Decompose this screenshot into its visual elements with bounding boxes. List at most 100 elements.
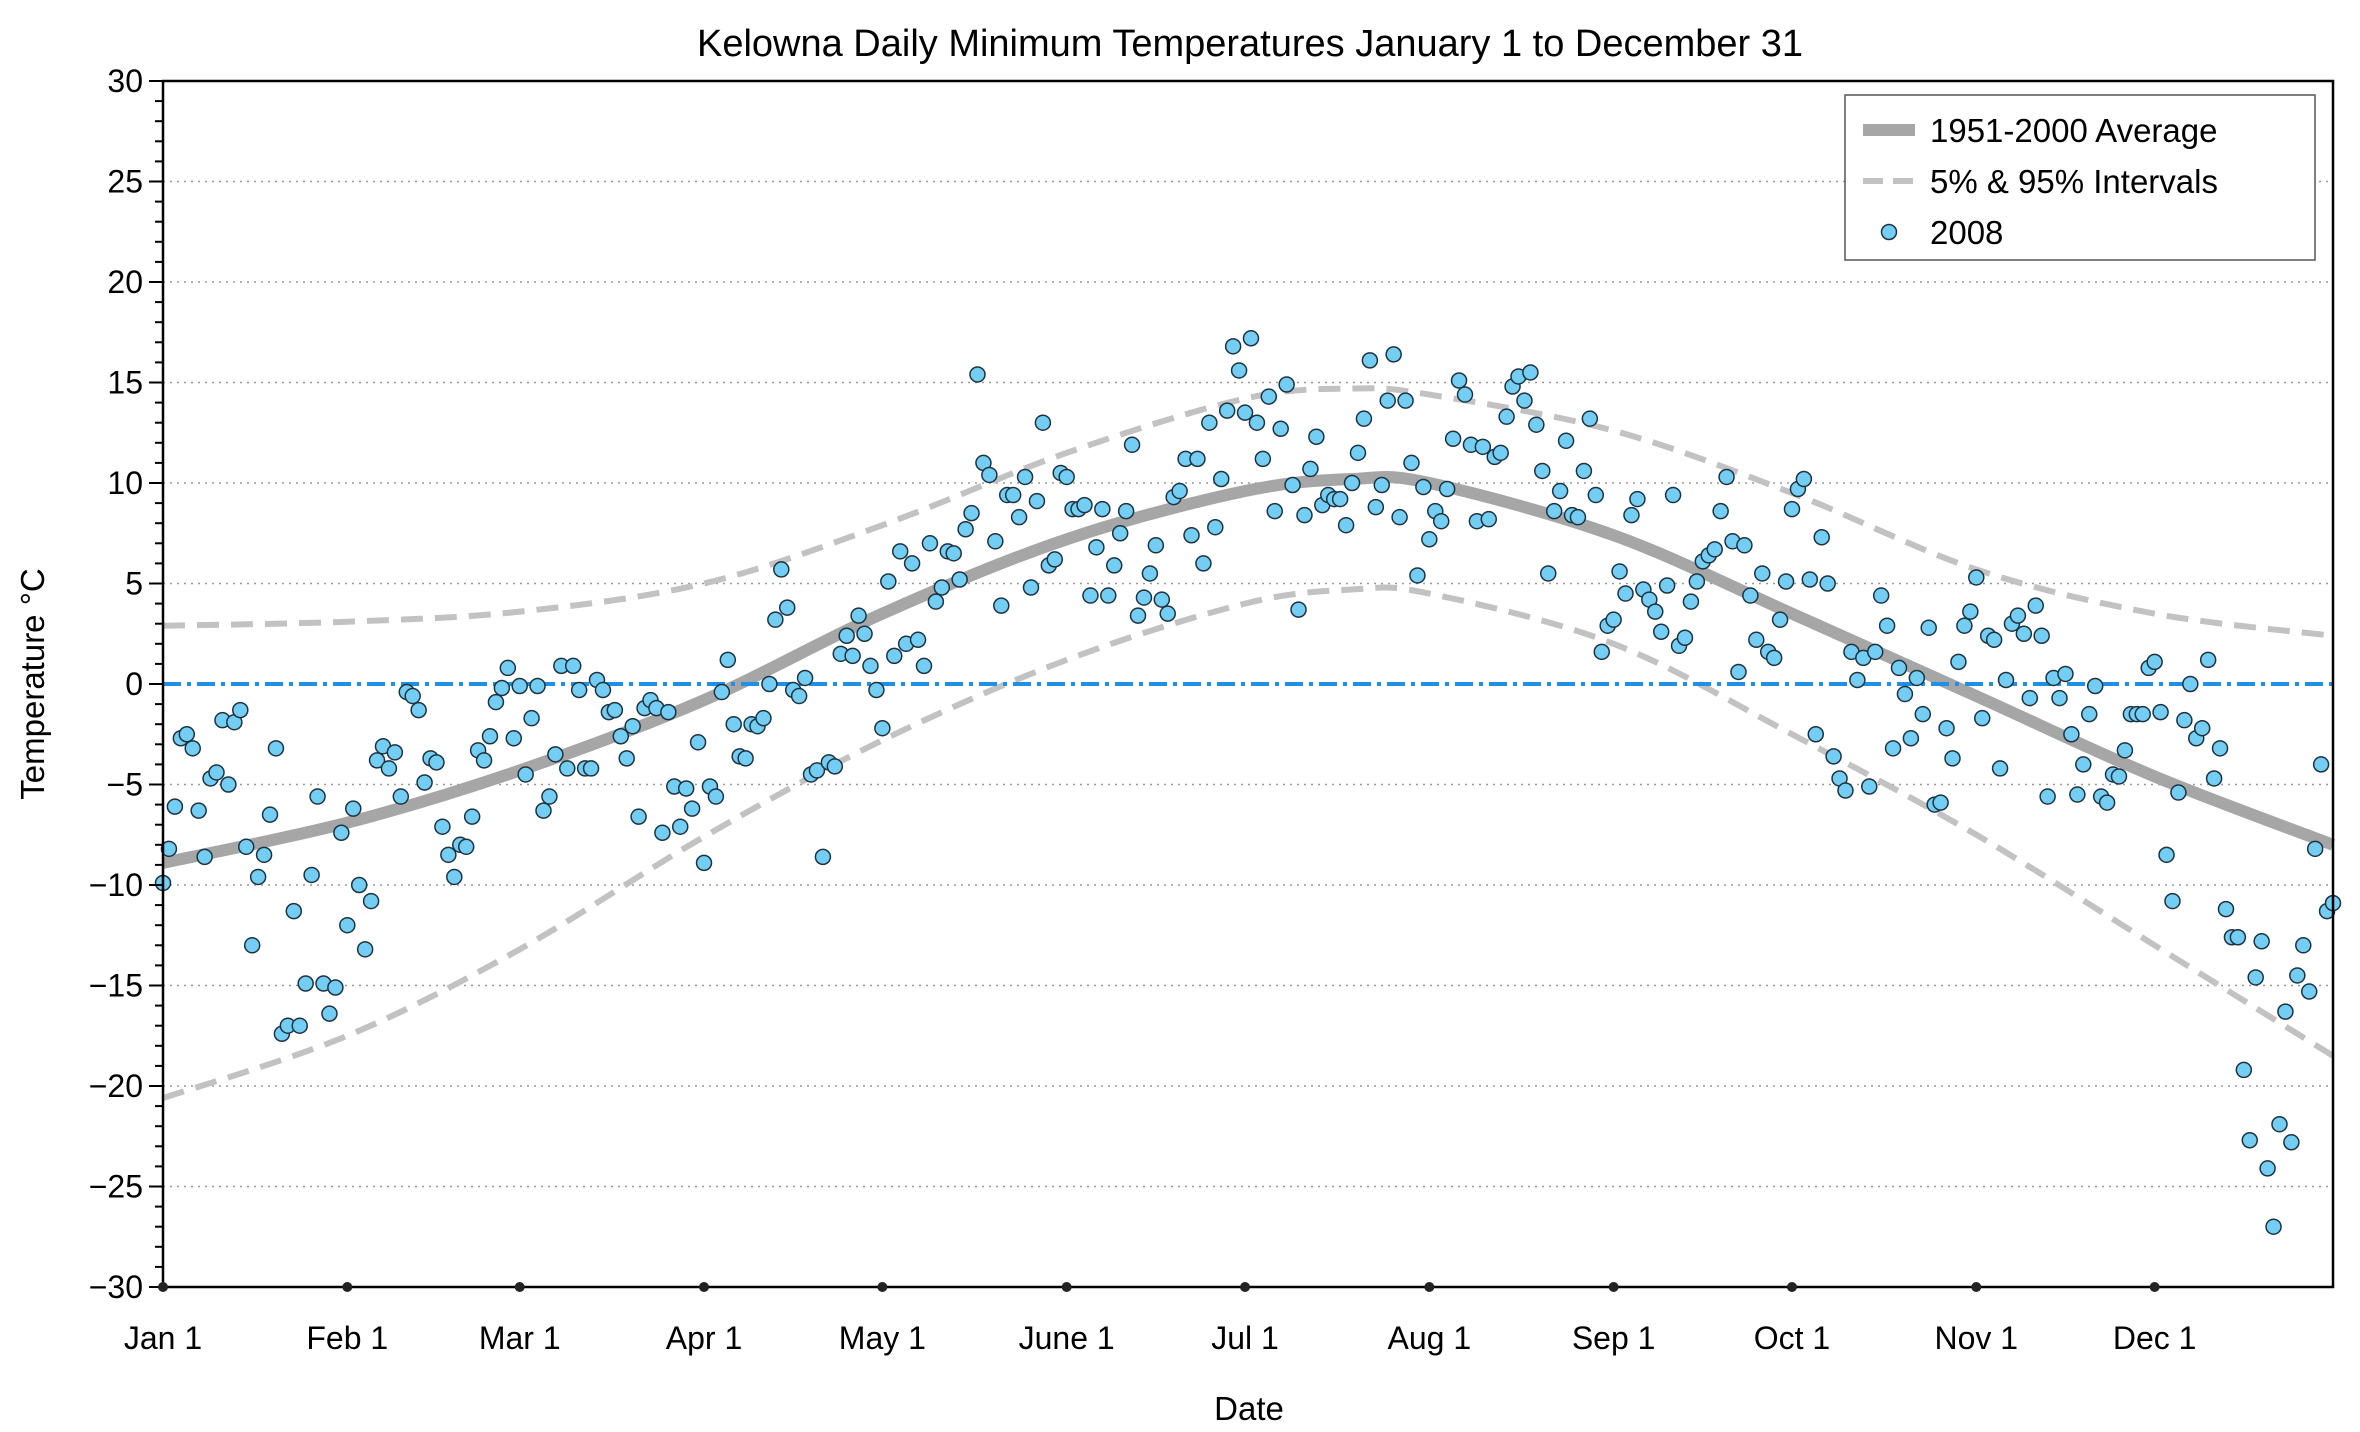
data-point <box>909 631 927 649</box>
data-point <box>1991 760 2009 777</box>
data-point <box>1492 444 1509 462</box>
data-point <box>1450 372 1468 389</box>
data-point <box>654 824 671 841</box>
data-point <box>1034 414 1052 431</box>
data-point <box>1373 476 1391 494</box>
x-tick-label: Feb 1 <box>306 1320 388 1356</box>
data-point <box>1997 671 2015 689</box>
data-point <box>862 657 879 675</box>
data-point <box>1534 462 1551 480</box>
data-point <box>297 975 314 992</box>
data-point <box>392 788 410 805</box>
data-point <box>333 824 350 841</box>
data-point <box>695 854 713 872</box>
data-point <box>1795 470 1813 488</box>
data-point <box>713 683 731 701</box>
data-point <box>1456 386 1474 403</box>
data-point <box>1522 364 1539 381</box>
data-point <box>868 681 885 699</box>
data-point <box>1587 486 1605 504</box>
data-point <box>1331 490 1349 508</box>
x-tick-label: Oct 1 <box>1754 1320 1830 1356</box>
data-point <box>368 752 386 769</box>
data-point <box>285 902 303 920</box>
y-tick-label: 5 <box>125 566 143 602</box>
x-tick-marker <box>2149 1282 2160 1292</box>
data-point <box>1022 579 1040 596</box>
data-point <box>1771 611 1789 628</box>
data-point <box>1296 506 1313 524</box>
data-point <box>1498 408 1515 425</box>
data-point <box>1944 750 1961 767</box>
data-point <box>1688 573 1706 590</box>
data-point <box>380 760 398 777</box>
data-point <box>1444 430 1462 448</box>
data-point <box>1236 404 1254 421</box>
data-point <box>1837 782 1854 799</box>
data-point <box>2110 768 2128 785</box>
data-point <box>1539 565 1557 582</box>
data-point <box>1094 500 1111 518</box>
data-point <box>505 730 523 747</box>
data-point <box>1742 587 1759 604</box>
data-point <box>677 780 695 797</box>
data-point <box>778 599 796 616</box>
data-point <box>1813 529 1830 546</box>
data-point <box>356 941 374 958</box>
x-tick-label: Jul 1 <box>1211 1320 1279 1356</box>
x-tick-label: Sep 1 <box>1572 1320 1656 1356</box>
data-point <box>844 647 861 665</box>
data-point <box>1082 587 1099 604</box>
data-point <box>891 543 909 560</box>
data-point <box>1962 603 1979 620</box>
data-point <box>564 657 582 675</box>
data-point <box>945 545 962 562</box>
data-point <box>1807 726 1825 743</box>
data-point <box>2158 846 2175 864</box>
data-point <box>1474 438 1492 456</box>
legend-box <box>1844 94 2316 261</box>
data-point <box>1183 527 1200 544</box>
data-point <box>1302 460 1319 478</box>
data-point <box>1480 510 1498 528</box>
data-point <box>440 846 457 864</box>
data-point <box>2271 1115 2288 1133</box>
data-point <box>2176 711 2193 729</box>
data-point <box>1105 557 1123 574</box>
data-point <box>255 846 273 864</box>
data-point <box>1902 730 1920 747</box>
data-point <box>2033 627 2050 645</box>
legend-interval-label: 5% & 95% Intervals <box>1930 163 2218 200</box>
x-tick-label: May 1 <box>839 1320 926 1356</box>
data-point <box>1920 619 1937 636</box>
chart-title: Kelowna Daily Minimum Temperatures Janua… <box>697 23 1803 65</box>
data-point <box>2253 933 2270 950</box>
data-point <box>2015 625 2033 642</box>
data-point <box>1201 414 1218 431</box>
data-point <box>1129 607 1147 624</box>
data-point <box>1938 719 1955 737</box>
data-point <box>725 715 742 733</box>
data-point <box>1367 498 1385 516</box>
data-point <box>903 555 921 572</box>
data-point <box>1248 414 1266 431</box>
data-point <box>1361 352 1379 369</box>
data-point <box>1825 748 1842 765</box>
data-point <box>761 675 778 693</box>
data-point <box>612 728 630 745</box>
data-point <box>671 818 689 835</box>
x-tick-label: Jan 1 <box>124 1320 202 1356</box>
data-point <box>1849 671 1866 689</box>
data-point <box>1421 531 1438 548</box>
data-point <box>2265 1218 2282 1235</box>
curves <box>161 385 2336 1101</box>
data-point <box>1242 330 1260 347</box>
data-point <box>1968 569 1985 586</box>
data-point <box>1153 591 1171 608</box>
x-tick-marker <box>1608 1282 1619 1292</box>
data-point <box>1765 649 1783 667</box>
data-point <box>1551 482 1569 500</box>
data-point <box>160 840 178 858</box>
data-point <box>1290 601 1307 618</box>
